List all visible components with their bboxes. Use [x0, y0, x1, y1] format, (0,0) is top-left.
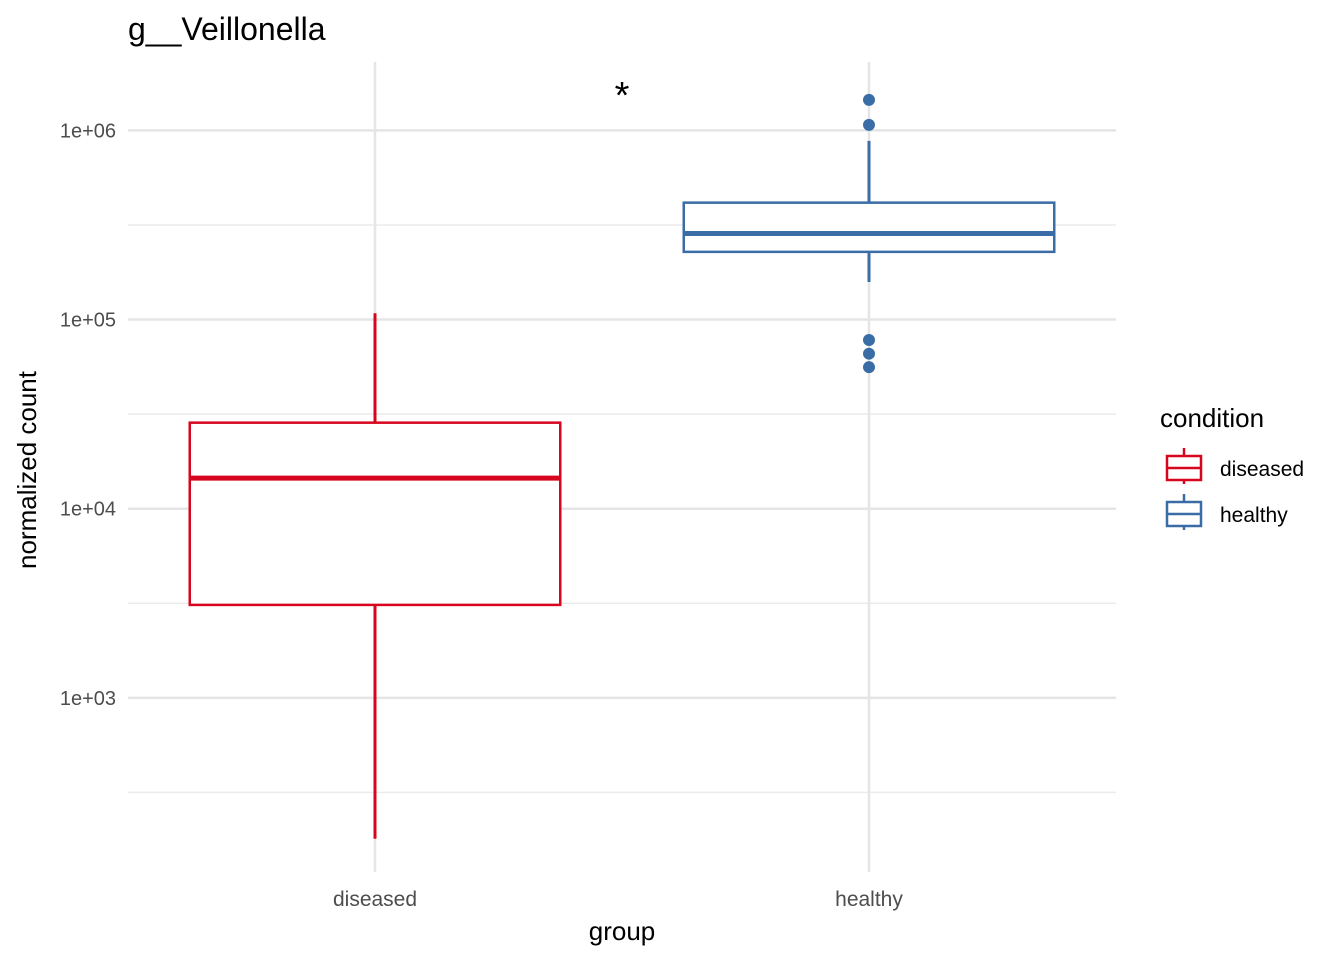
outlier-point: [863, 333, 875, 346]
y-axis-ticks: 1e+03 1e+04 1e+05 1e+06: [60, 120, 116, 709]
box-iqr: [682, 201, 1056, 254]
outlier-point: [863, 361, 875, 374]
legend-label: diseased: [1220, 458, 1304, 481]
box-iqr: [188, 421, 562, 607]
box-diseased: [188, 313, 562, 839]
outlier-point: [863, 118, 875, 131]
chart-title: g__Veillonella: [128, 11, 326, 47]
y-axis-label: normalized count: [12, 370, 42, 569]
outlier-point: [863, 93, 875, 106]
box-healthy: [682, 93, 1056, 374]
x-tick-label: healthy: [835, 888, 903, 911]
y-tick-label: 1e+05: [60, 310, 116, 332]
y-tick-label: 1e+03: [60, 688, 116, 710]
significance-annotation: *: [615, 75, 630, 117]
x-tick-label: diseased: [333, 888, 417, 911]
outlier-point: [863, 347, 875, 360]
legend: condition diseased healthy: [1160, 403, 1304, 530]
legend-label: healthy: [1220, 504, 1288, 527]
x-axis-ticks: diseased healthy: [333, 888, 903, 911]
legend-key-healthy: healthy: [1165, 494, 1288, 530]
x-axis-label: group: [589, 916, 656, 946]
legend-key-diseased: diseased: [1165, 448, 1304, 484]
legend-title: condition: [1160, 403, 1264, 433]
y-tick-label: 1e+04: [60, 499, 116, 521]
y-tick-label: 1e+06: [60, 120, 116, 142]
boxes: [188, 93, 1056, 839]
